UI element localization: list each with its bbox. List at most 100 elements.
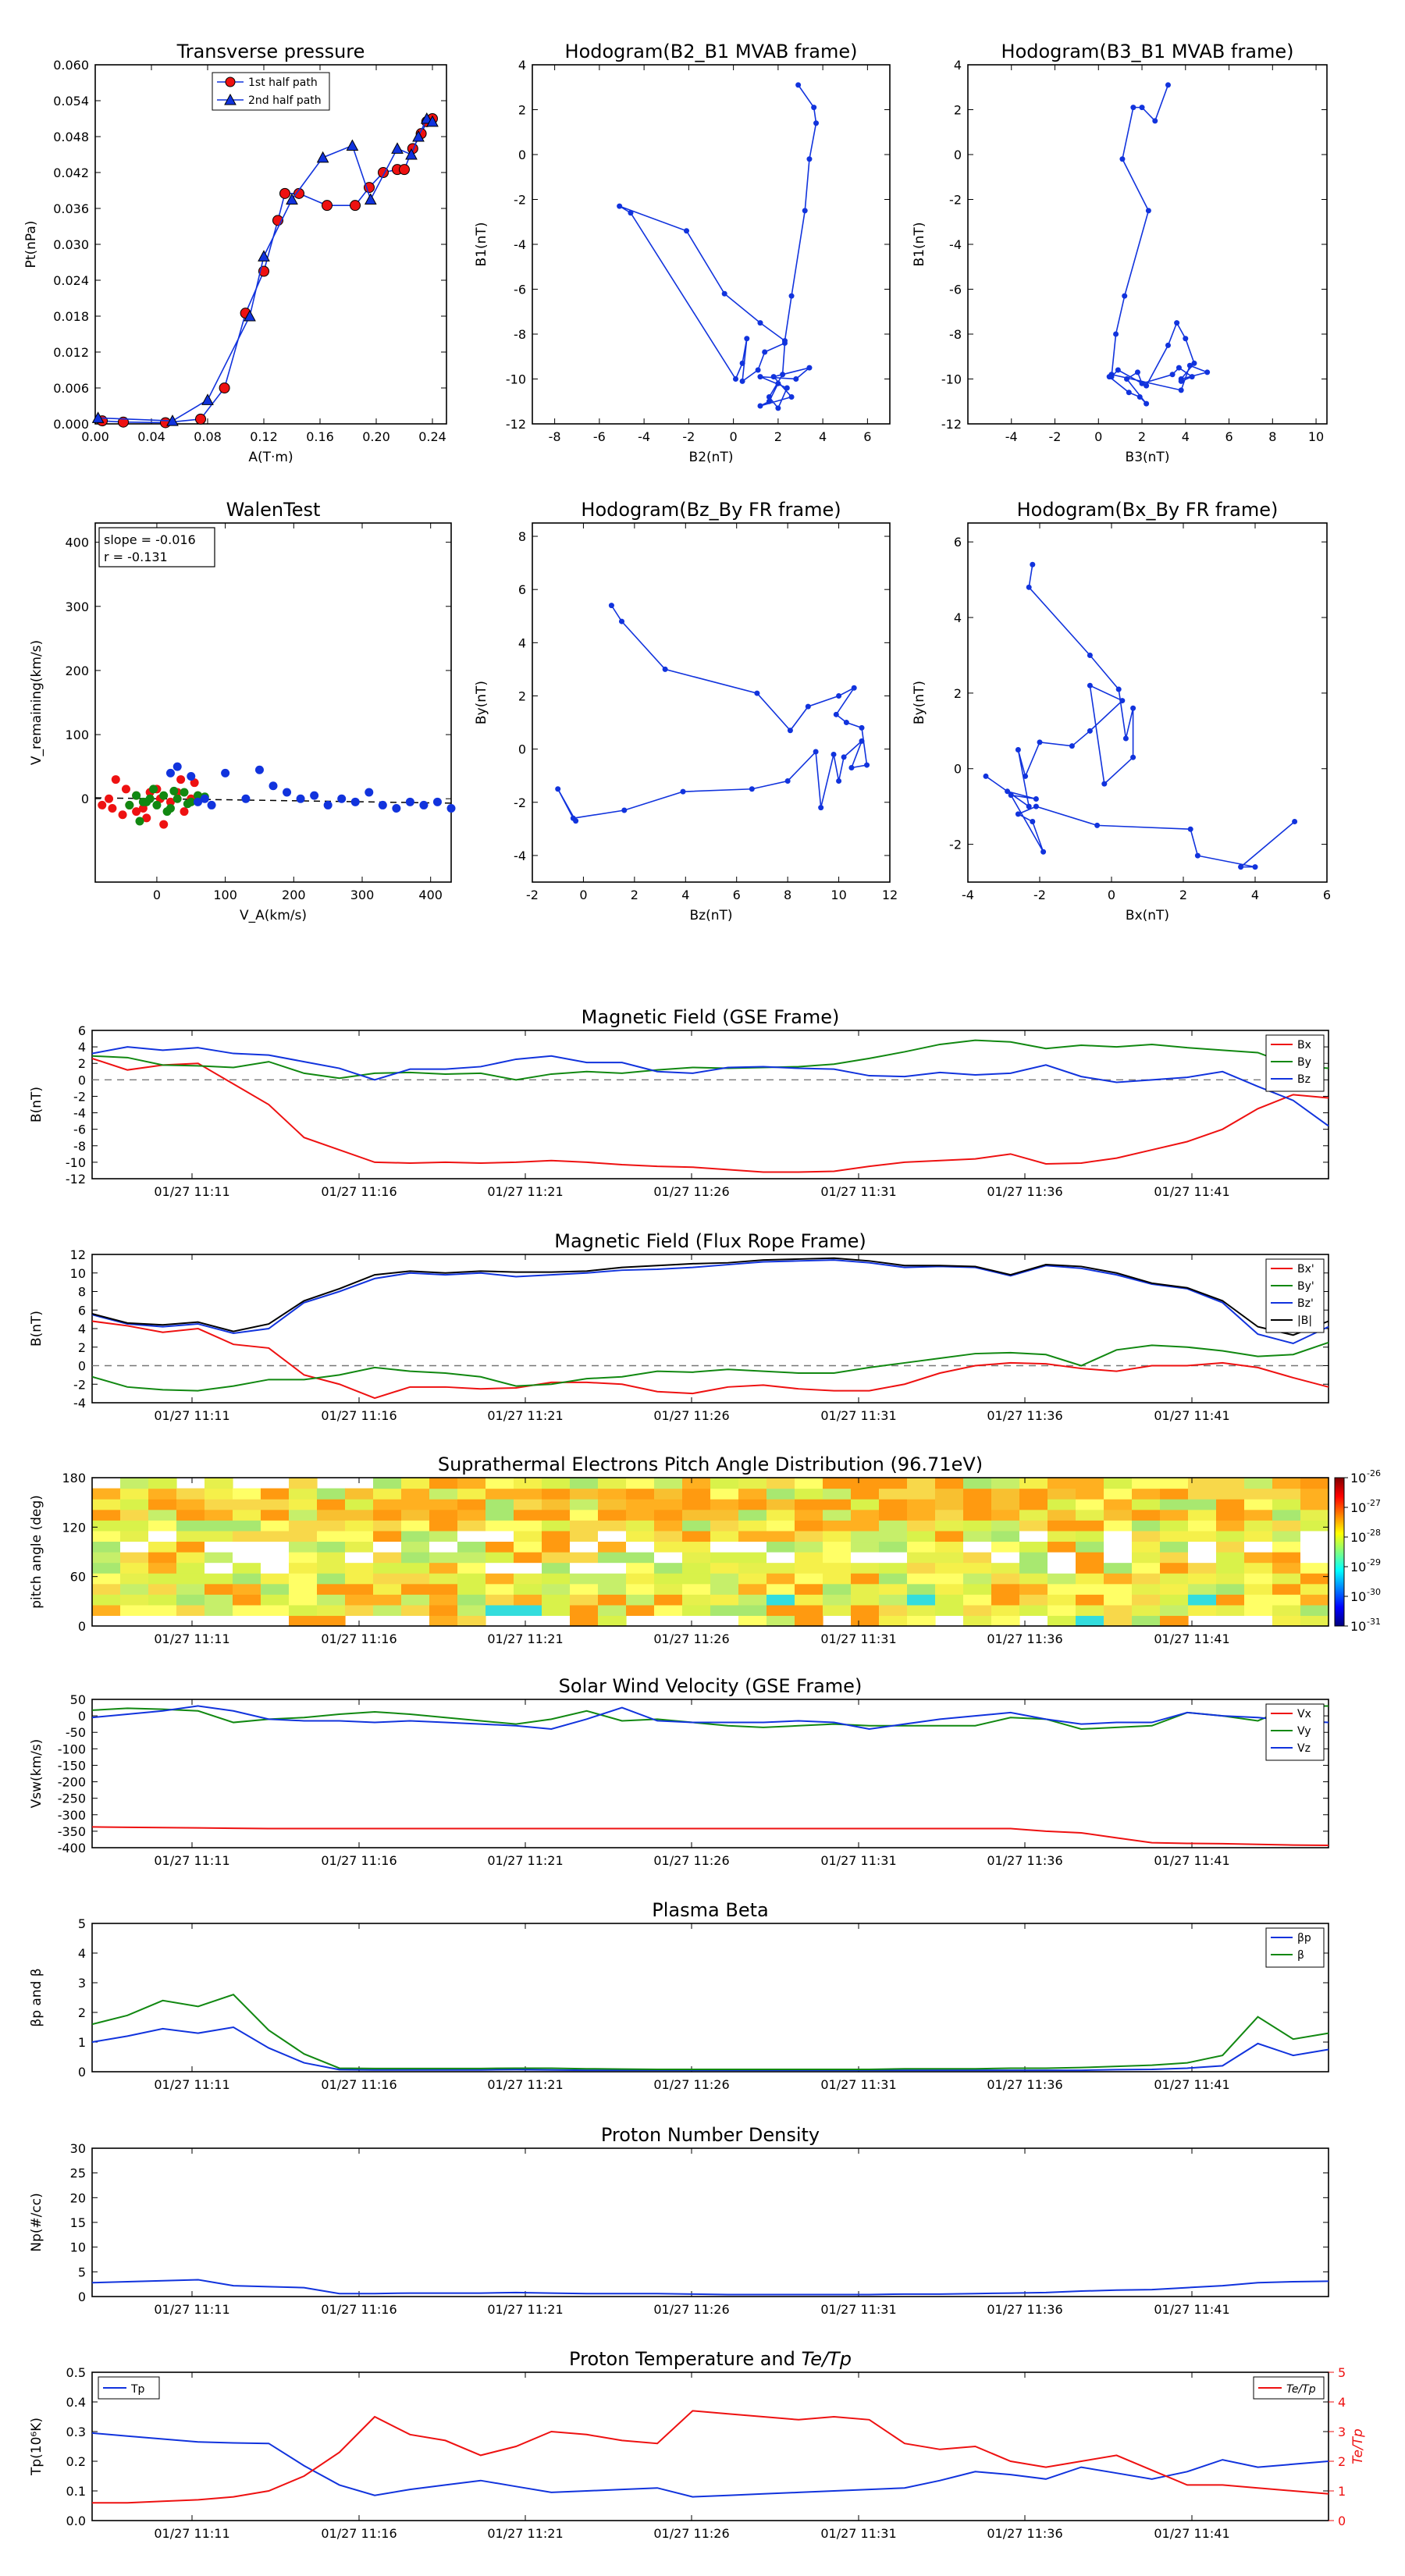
- heatmap-cell: [907, 1604, 936, 1617]
- y-tick-label: 2: [954, 103, 962, 118]
- heatmap-cell: [233, 1594, 261, 1606]
- heatmap-cell: [767, 1478, 795, 1489]
- heatmap-cell: [1048, 1509, 1076, 1521]
- heatmap-cell: [429, 1594, 458, 1606]
- y-tick-label-right: 1: [1338, 2484, 1346, 2499]
- legend-label: Bx': [1297, 1263, 1314, 1276]
- heatmap-cell: [514, 1520, 542, 1532]
- heatmap-cell: [317, 1573, 346, 1585]
- data-point: [1178, 378, 1184, 384]
- heatmap-cell: [682, 1604, 711, 1617]
- y-tick-label: -12: [66, 1172, 86, 1187]
- series-line-Bz: [91, 1046, 1329, 1127]
- data-point: [1037, 739, 1043, 745]
- heatmap-cell: [991, 1552, 1020, 1564]
- heatmap-cell: [401, 1499, 430, 1510]
- heatmap-cell: [176, 1520, 205, 1532]
- y-tick-label: -250: [58, 1791, 86, 1806]
- data-point: [739, 360, 745, 366]
- time-tick-label: 01/27 11:41: [1154, 1408, 1229, 1423]
- heatmap-cell: [373, 1499, 402, 1510]
- data-point: [91, 411, 105, 423]
- heatmap-cell: [289, 1562, 318, 1574]
- heatmap-cell: [92, 1604, 121, 1617]
- scatter-point-blue: [296, 794, 305, 803]
- heatmap-cell: [823, 1583, 852, 1595]
- y-tick-label: 0: [78, 1073, 86, 1087]
- scatter-point-blue: [187, 771, 196, 781]
- heatmap-cell: [851, 1530, 880, 1542]
- heatmap-cell: [1188, 1573, 1217, 1585]
- heatmap-cell: [542, 1541, 571, 1553]
- heatmap-cell: [767, 1552, 795, 1564]
- y-tick-label: 8: [78, 1285, 86, 1300]
- heatmap-cell: [767, 1594, 795, 1606]
- heatmap-cell: [1132, 1573, 1161, 1585]
- heatmap-cell: [682, 1499, 711, 1510]
- data-point: [766, 398, 772, 404]
- data-point: [757, 320, 763, 326]
- heatmap-cell: [429, 1562, 458, 1574]
- heatmap-cell: [1160, 1562, 1189, 1574]
- heatmap-cell: [1272, 1541, 1301, 1553]
- time-tick-label: 01/27 11:11: [154, 1408, 229, 1423]
- y-tick-label: -12: [506, 417, 526, 432]
- scatter-point-blue: [207, 800, 216, 809]
- time-tick-label: 01/27 11:21: [487, 2526, 563, 2541]
- heatmap-cell: [289, 1509, 318, 1521]
- scatter-point-green: [132, 791, 141, 800]
- heatmap-cell: [261, 1509, 290, 1521]
- data-point: [766, 394, 772, 400]
- data-point: [1087, 682, 1093, 688]
- heatmap-cell: [1188, 1509, 1217, 1521]
- heatmap-cell: [176, 1530, 205, 1542]
- heatmap-cell: [205, 1604, 233, 1617]
- heatmap-cell: [1076, 1520, 1104, 1532]
- x-tick-label: 2: [1138, 429, 1146, 444]
- scatter-point-blue: [432, 797, 442, 806]
- plot-frame: [91, 1923, 1329, 2073]
- heatmap-cell: [486, 1541, 514, 1553]
- heatmap-cell: [457, 1499, 486, 1510]
- x-tick-label: 0.04: [137, 429, 165, 444]
- heatmap-cell: [1076, 1499, 1104, 1510]
- plot-frame: [91, 1699, 1329, 1848]
- scatter-point-green: [194, 791, 203, 800]
- heatmap-cell: [120, 1478, 149, 1489]
- data-point: [1136, 394, 1143, 400]
- y-tick-label: 0.1: [66, 2484, 86, 2499]
- time-tick-label: 01/27 11:26: [653, 2302, 729, 2317]
- scatter-point-red: [105, 794, 114, 803]
- heatmap-cell: [851, 1488, 880, 1500]
- heatmap-cell: [879, 1520, 908, 1532]
- scatter-point-blue: [241, 794, 251, 803]
- heatmap-cell: [738, 1499, 767, 1510]
- heatmap-cell: [317, 1562, 346, 1574]
- heatmap-cell: [317, 1615, 346, 1627]
- heatmap-cell: [317, 1488, 346, 1500]
- heatmap-cell: [851, 1552, 880, 1564]
- data-point: [1069, 743, 1075, 749]
- heatmap-cell: [598, 1562, 627, 1574]
- scatter-point-blue: [392, 804, 401, 813]
- heatmap-cell: [907, 1562, 936, 1574]
- data-point: [859, 724, 865, 731]
- heatmap-cell: [514, 1499, 542, 1510]
- heatmap-cell: [233, 1541, 261, 1553]
- data-point: [1122, 735, 1129, 742]
- heatmap-cell: [233, 1583, 261, 1595]
- heatmap-cell: [626, 1562, 655, 1574]
- time-tick-label: 01/27 11:21: [487, 2302, 563, 2317]
- heatmap-cell: [963, 1499, 992, 1510]
- heatmap-cell: [767, 1509, 795, 1521]
- heatmap-cell: [542, 1573, 571, 1585]
- data-point: [1186, 362, 1193, 368]
- heatmap-cell: [1019, 1488, 1048, 1500]
- scatter-point-blue: [446, 804, 456, 813]
- heatmap-cell: [1132, 1530, 1161, 1542]
- heatmap-cell: [1188, 1530, 1217, 1542]
- data-point: [805, 703, 811, 710]
- heatmap-cell: [176, 1488, 205, 1500]
- data-point: [1144, 400, 1150, 407]
- y-tick-label: 400: [65, 535, 89, 550]
